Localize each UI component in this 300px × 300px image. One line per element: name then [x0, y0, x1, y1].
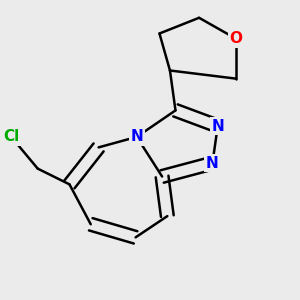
Text: N: N [130, 129, 143, 144]
Text: O: O [230, 31, 243, 46]
Text: Cl: Cl [3, 129, 20, 144]
Text: N: N [211, 118, 224, 134]
Text: N: N [206, 156, 219, 171]
